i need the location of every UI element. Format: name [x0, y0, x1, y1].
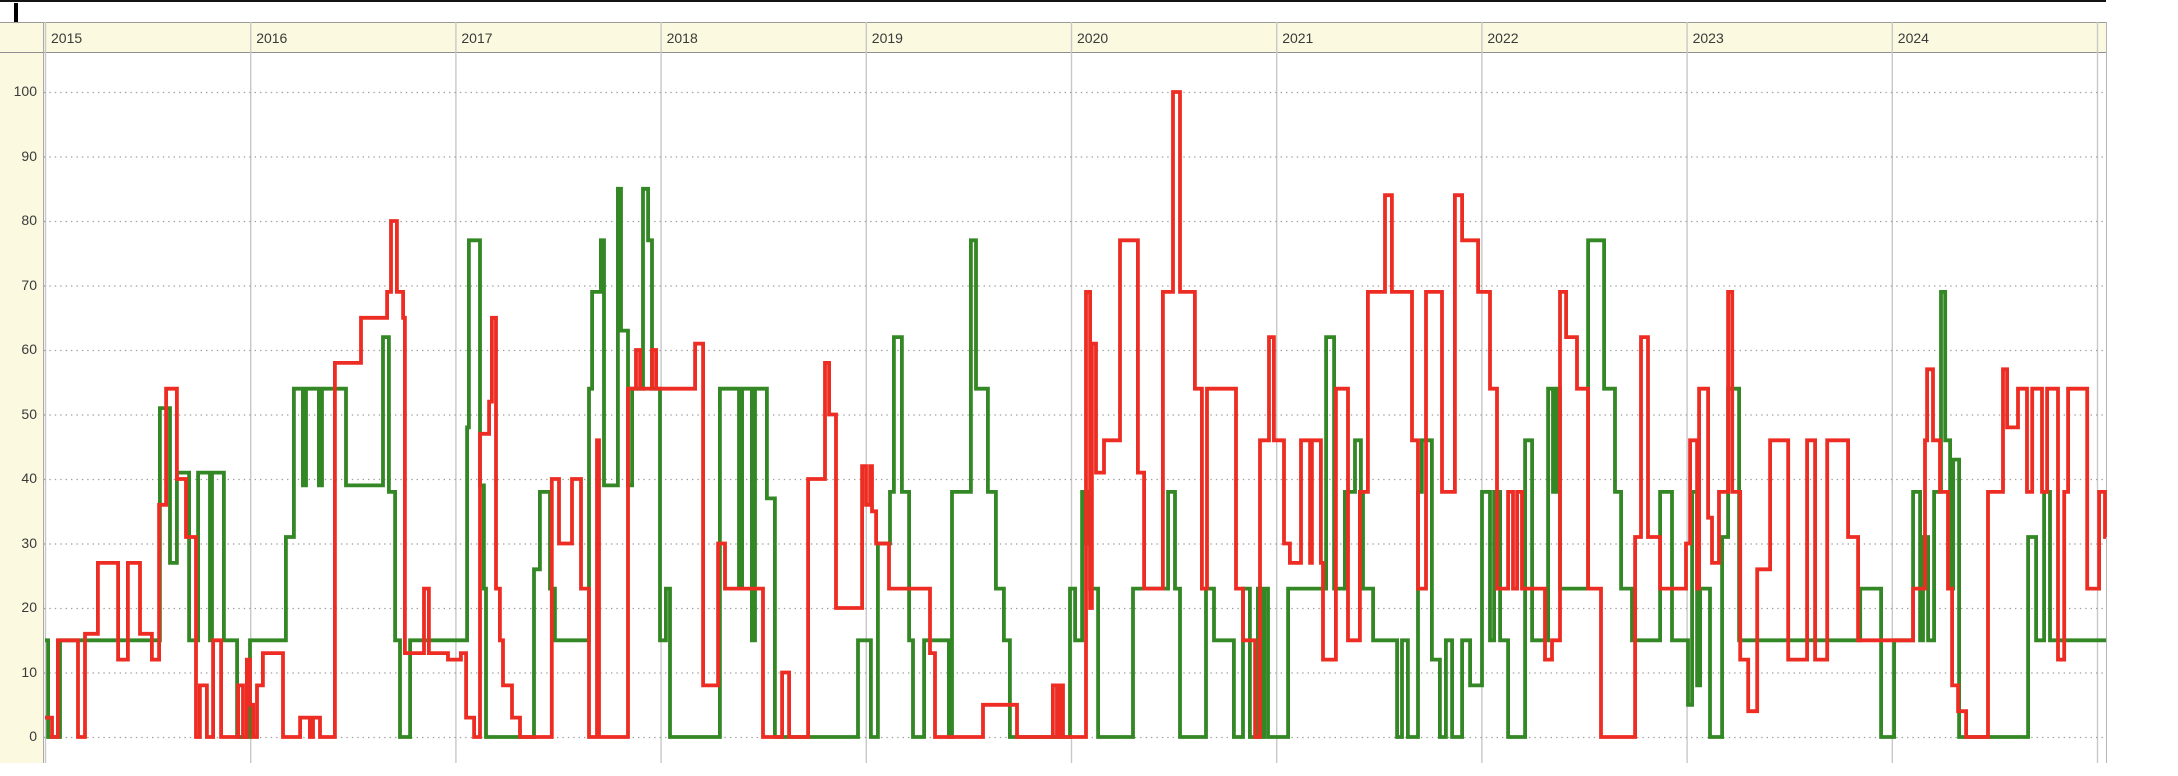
year-label-2016: 2016	[256, 30, 288, 46]
text-cursor	[14, 3, 18, 24]
y-tick-label-80: 80	[21, 212, 37, 228]
year-header-band	[0, 22, 2106, 53]
y-tick-label-0: 0	[29, 728, 37, 744]
year-label-2023: 2023	[1692, 30, 1724, 46]
green-series-line	[45, 186, 2106, 739]
year-label-2018: 2018	[666, 30, 698, 46]
y-tick-label-90: 90	[21, 147, 37, 164]
y-tick-label-30: 30	[21, 534, 37, 551]
year-label-2019: 2019	[871, 30, 903, 46]
y-tick-label-50: 50	[21, 405, 37, 422]
red-series-line	[45, 90, 2107, 739]
year-label-2022: 2022	[1487, 30, 1519, 46]
y-tick-label-60: 60	[21, 341, 37, 357]
y-tick-label-40: 40	[21, 470, 37, 486]
y-tick-label-20: 20	[21, 599, 37, 615]
dotted-gridlines	[44, 91, 2106, 739]
y-tick-label-70: 70	[21, 276, 37, 293]
year-label-2017: 2017	[461, 30, 493, 46]
y-tick-label-100: 100	[13, 83, 37, 99]
chart-right-border	[2106, 22, 2107, 763]
year-label-2020: 2020	[1077, 30, 1109, 46]
year-label-2015: 2015	[51, 30, 83, 46]
y-axis-column	[0, 53, 43, 763]
y-axis-separator	[43, 22, 44, 763]
y-tick-label-10: 10	[21, 663, 37, 680]
year-label-2024: 2024	[1897, 30, 1929, 46]
year-label-2021: 2021	[1282, 30, 1314, 46]
